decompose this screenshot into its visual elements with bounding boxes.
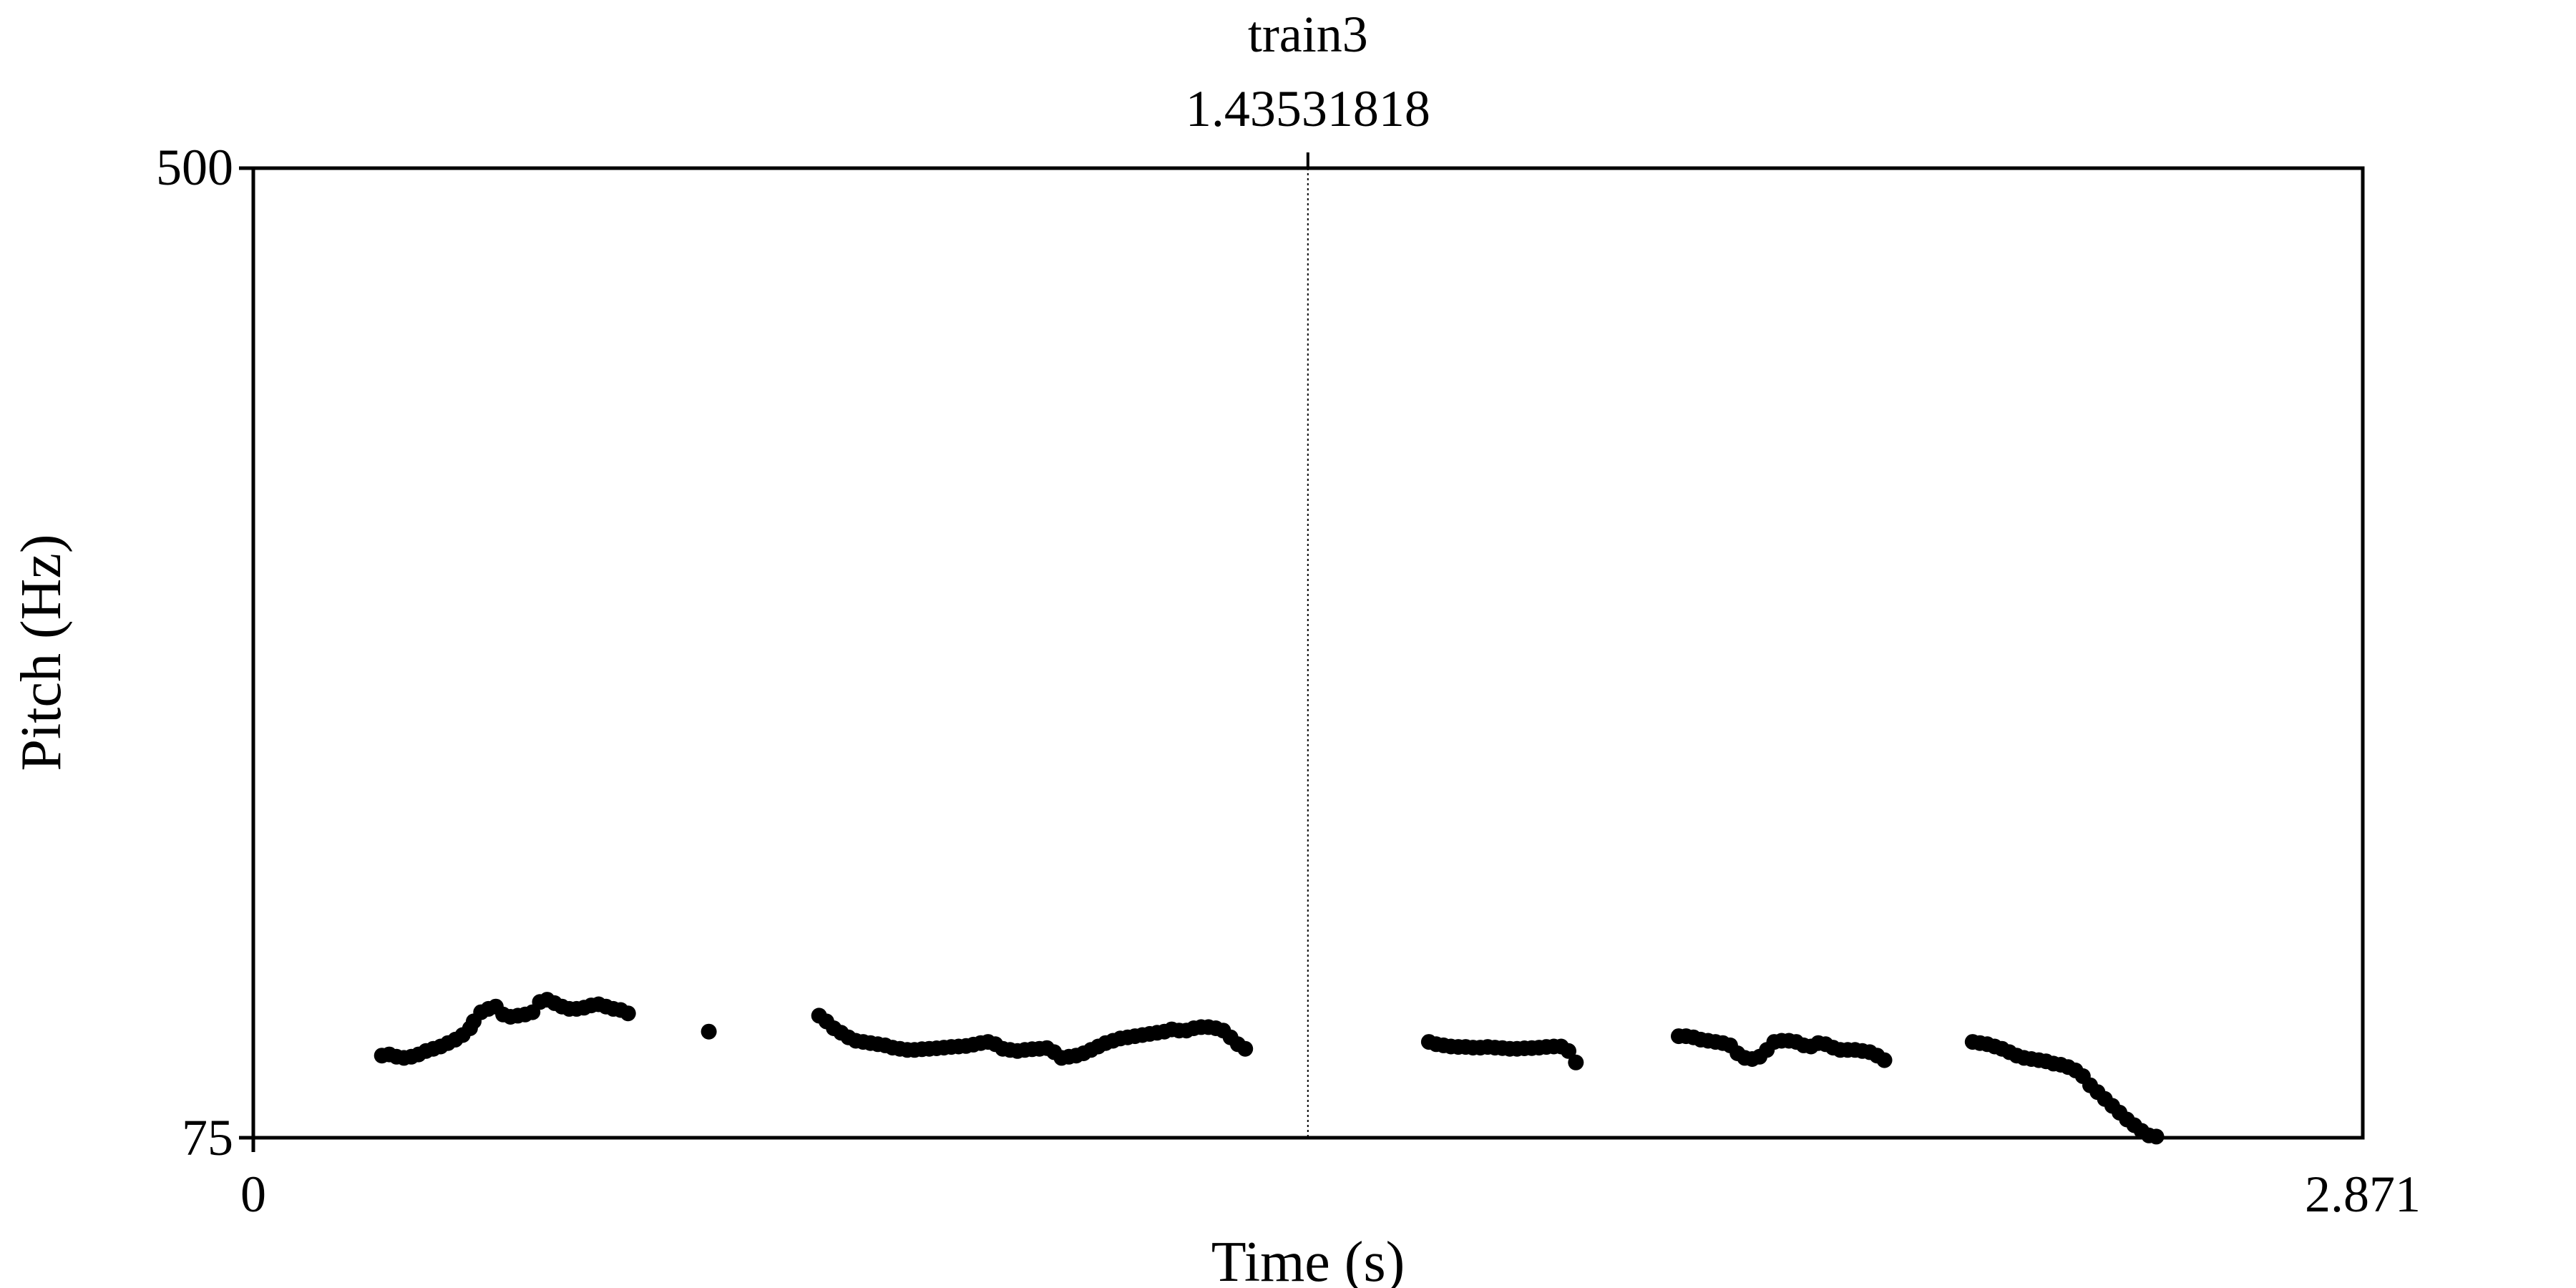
pitch-point-0-35: [701, 1023, 717, 1040]
pitch-point-1-58: [1237, 1040, 1254, 1057]
pitch-point-0-34: [620, 1005, 636, 1022]
y-tick-label-max: 500: [156, 139, 233, 196]
cursor-time-label: 1.43531818: [1186, 80, 1430, 137]
y-tick-label-min: 75: [182, 1109, 233, 1166]
pitch-point-2-19: [1561, 1043, 1576, 1059]
pitch-point-2-20: [1568, 1054, 1584, 1070]
pitch-points: [374, 992, 2165, 1145]
pitch-point-3-28: [1876, 1052, 1893, 1068]
x-tick-label-max: 2.871: [2305, 1166, 2421, 1223]
x-tick-label-min: 0: [240, 1166, 266, 1223]
chart-title: train3: [1248, 6, 1368, 63]
pitch-point-4-25: [2148, 1128, 2165, 1145]
x-axis-label: Time (s): [1211, 1231, 1405, 1288]
y-axis-label: Pitch (Hz): [10, 534, 73, 771]
